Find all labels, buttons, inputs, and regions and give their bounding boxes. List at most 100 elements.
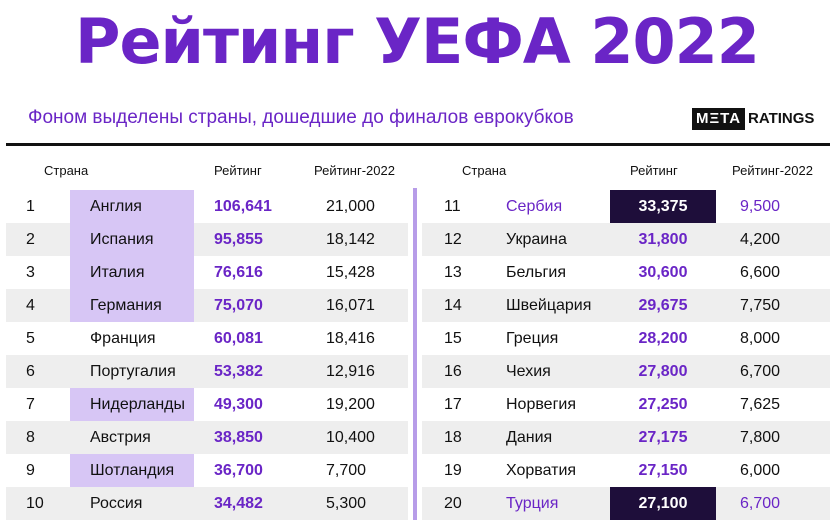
country-name: Бельгия: [506, 263, 566, 281]
table-row: 10 Россия 34,482 5,300: [6, 487, 408, 520]
header-divider: [6, 143, 830, 146]
ranking-table-right: 11 Сербия 33,375 9,500 12 Украина 31,800 4,200 1…: [422, 190, 830, 520]
rating-value: 34,482: [214, 494, 263, 512]
rank-number: 9: [26, 461, 35, 479]
rank-number: 1: [26, 197, 35, 215]
rank-number: 6: [26, 362, 35, 380]
rating-value: 106,641: [214, 197, 272, 215]
country-name: Англия: [70, 190, 194, 223]
meta-ratings-logo: MΞTA RATINGS: [692, 108, 814, 130]
table-row: 8 Австрия 38,850 10,400: [6, 421, 408, 454]
rank-number: 15: [444, 329, 462, 347]
country-name: Россия: [90, 494, 143, 512]
rating-value: 27,175: [638, 428, 688, 446]
rating-value: 31,800: [638, 230, 688, 248]
rank-number: 11: [444, 197, 461, 215]
rating-2022-value: 6,600: [740, 263, 781, 281]
table-row: 15 Греция 28,200 8,000: [422, 322, 830, 355]
header-rating-right: Рейтинг: [630, 163, 678, 178]
rank-number: 4: [26, 296, 35, 314]
header-rating2022-right: Рейтинг-2022: [732, 163, 813, 178]
rating-value: 76,616: [214, 263, 263, 281]
rank-number: 19: [444, 461, 462, 479]
rating-2022-value: 8,000: [740, 329, 781, 347]
rating-value: 28,200: [638, 329, 688, 347]
rank-number: 18: [444, 428, 462, 446]
country-name: Хорватия: [506, 461, 577, 479]
rating-value: 36,700: [214, 461, 263, 479]
rank-number: 14: [444, 296, 462, 314]
table-row: 3 Италия 76,616 15,428: [6, 256, 408, 289]
header-country-left: Страна: [44, 163, 89, 178]
rank-number: 17: [444, 395, 462, 413]
rating-2022-value: 7,700: [326, 461, 367, 479]
table-row: 14 Швейцария 29,675 7,750: [422, 289, 830, 322]
rating-2022-value: 10,400: [326, 428, 375, 446]
country-name: Австрия: [90, 428, 151, 446]
country-name: Нидерланды: [70, 388, 194, 421]
logo-ratings: RATINGS: [748, 110, 815, 127]
rating-2022-value: 21,000: [326, 197, 375, 215]
header-rating2022-left: Рейтинг-2022: [314, 163, 395, 178]
rating-value: 38,850: [214, 428, 263, 446]
country-name: Норвегия: [506, 395, 577, 413]
rating-2022-value: 7,625: [740, 395, 781, 413]
table-row: 9 Шотландия 36,700 7,700: [6, 454, 408, 487]
header-country-right: Страна: [462, 163, 507, 178]
table-row: 4 Германия 75,070 16,071: [6, 289, 408, 322]
rank-number: 2: [26, 230, 35, 248]
table-row: 16 Чехия 27,800 6,700: [422, 355, 830, 388]
rating-value: 27,250: [638, 395, 688, 413]
rating-2022-value: 7,750: [740, 296, 781, 314]
country-name: Турция: [506, 494, 559, 512]
table-row: 19 Хорватия 27,150 6,000: [422, 454, 830, 487]
rank-number: 8: [26, 428, 35, 446]
rating-2022-value: 7,800: [740, 428, 781, 446]
country-name: Чехия: [506, 362, 551, 380]
rating-value: 27,100: [610, 487, 716, 520]
rating-2022-value: 12,916: [326, 362, 375, 380]
rating-2022-value: 4,200: [740, 230, 781, 248]
rating-value: 30,600: [638, 263, 688, 281]
rating-value: 29,675: [638, 296, 688, 314]
table-row: 6 Португалия 53,382 12,916: [6, 355, 408, 388]
rank-number: 5: [26, 329, 35, 347]
table-row: 18 Дания 27,175 7,800: [422, 421, 830, 454]
table-row: 7 Нидерланды 49,300 19,200: [6, 388, 408, 421]
rating-value: 53,382: [214, 362, 263, 380]
table-row: 5 Франция 60,081 18,416: [6, 322, 408, 355]
country-name: Испания: [70, 223, 194, 256]
country-name: Франция: [90, 329, 156, 347]
rating-2022-value: 18,142: [326, 230, 375, 248]
table-row: 20 Турция 27,100 6,700: [422, 487, 830, 520]
rating-2022-value: 18,416: [326, 329, 375, 347]
logo-meta: MΞTA: [692, 108, 746, 130]
rating-2022-value: 5,300: [326, 494, 367, 512]
country-name: Сербия: [506, 197, 563, 215]
country-name: Украина: [506, 230, 567, 248]
country-name: Швейцария: [506, 296, 592, 314]
table-row: 12 Украина 31,800 4,200: [422, 223, 830, 256]
page-title: Рейтинг УЕФА 2022: [75, 5, 760, 78]
country-name: Греция: [506, 329, 559, 347]
column-divider: [413, 188, 417, 520]
rank-number: 12: [444, 230, 462, 248]
rating-2022-value: 15,428: [326, 263, 375, 281]
rating-value: 49,300: [214, 395, 263, 413]
rating-2022-value: 19,200: [326, 395, 375, 413]
country-name: Шотландия: [70, 454, 194, 487]
table-row: 17 Норвегия 27,250 7,625: [422, 388, 830, 421]
rank-number: 3: [26, 263, 35, 281]
table-row: 2 Испания 95,855 18,142: [6, 223, 408, 256]
header-rating-left: Рейтинг: [214, 163, 262, 178]
ranking-table-left: 1 Англия 106,641 21,000 2 Испания 95,855 18,142…: [6, 190, 408, 520]
rating-value: 27,150: [638, 461, 688, 479]
rating-value: 75,070: [214, 296, 263, 314]
rank-number: 7: [26, 395, 35, 413]
rank-number: 13: [444, 263, 462, 281]
country-name: Португалия: [90, 362, 176, 380]
rating-2022-value: 6,700: [740, 494, 781, 512]
rank-number: 16: [444, 362, 462, 380]
rank-number: 10: [26, 494, 44, 512]
rank-number: 20: [444, 494, 462, 512]
